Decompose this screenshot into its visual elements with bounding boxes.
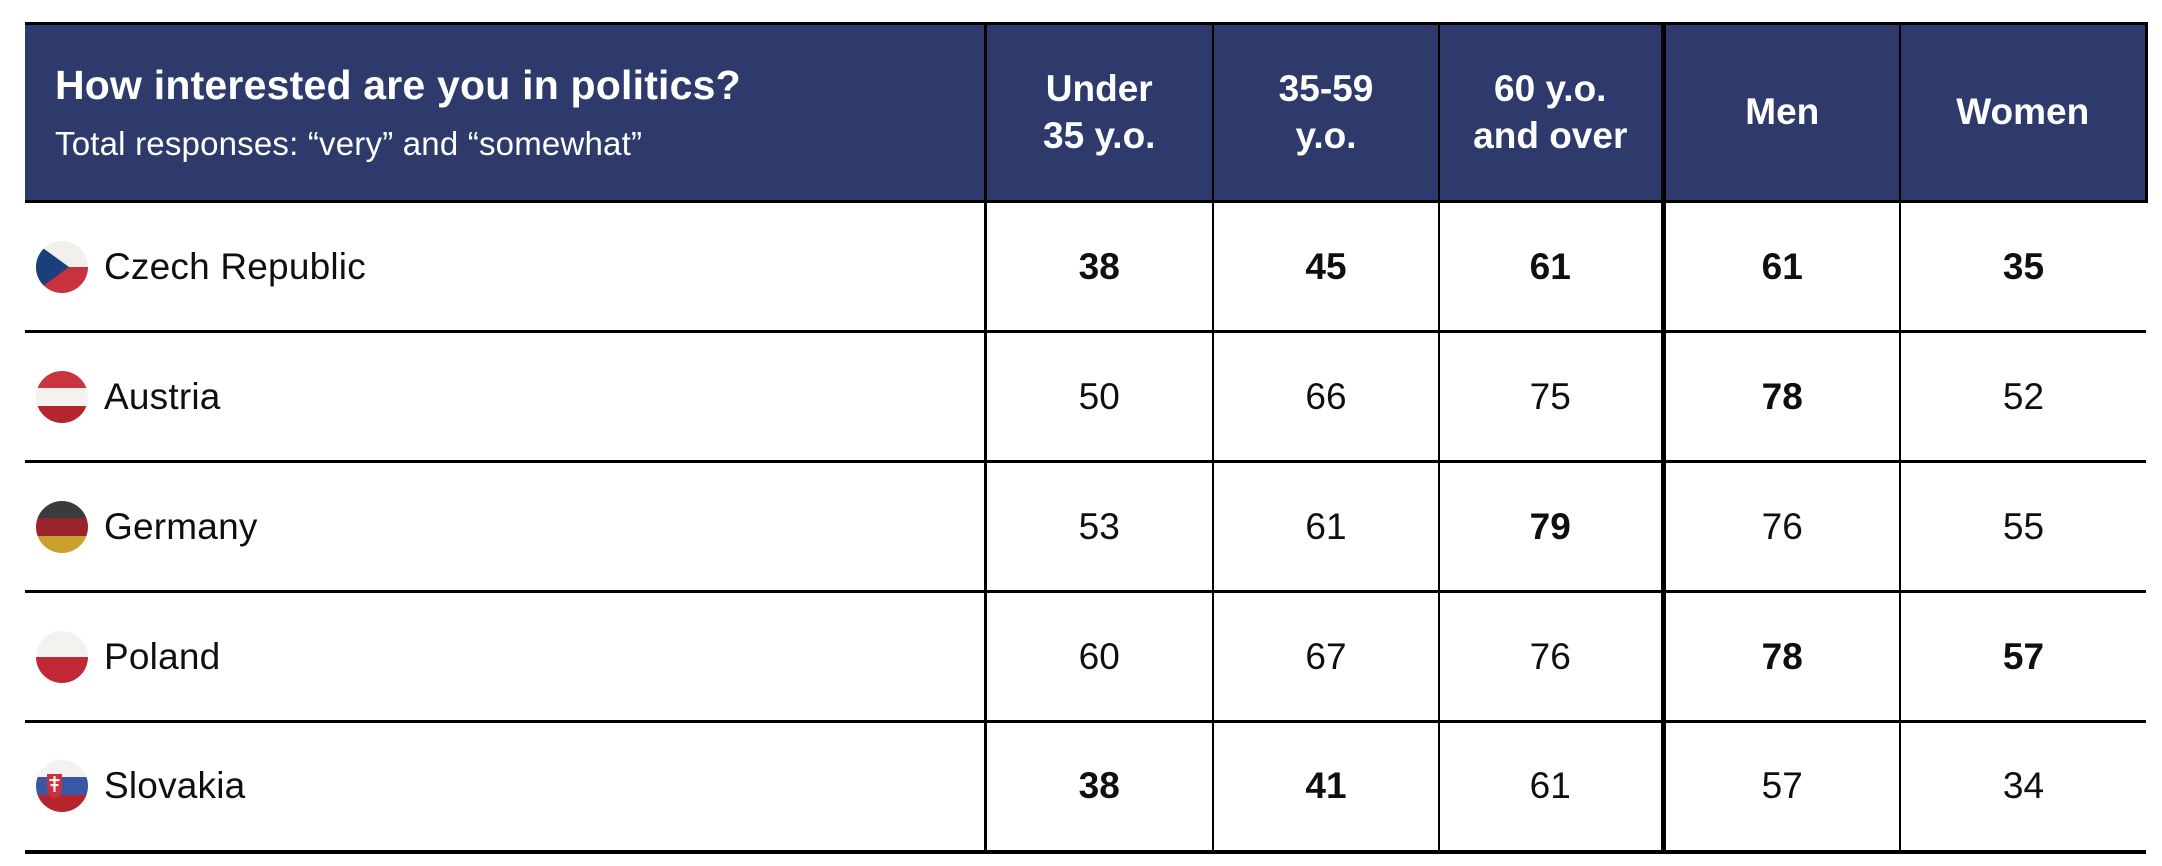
- column-header-60-over: 60 y.o. and over: [1438, 23, 1663, 203]
- value-cell: 75: [1438, 331, 1663, 463]
- value-cell: 78: [1660, 331, 1900, 463]
- value-cell: 52: [1899, 331, 2146, 463]
- austria-flag-icon: [36, 370, 88, 423]
- table-row-austria: Austria 50 66 75 78 52: [25, 331, 2146, 463]
- value-cell: 78: [1660, 591, 1900, 723]
- value-cell: 57: [1660, 721, 1900, 854]
- table-body: Czech Republic 38 45 61 61 35: [25, 201, 2146, 854]
- value-cell: 79: [1438, 461, 1663, 593]
- politics-interest-table: How interested are you in politics? Tota…: [25, 22, 2148, 854]
- value-cell: 50: [983, 331, 1213, 463]
- value-cell: 61: [1212, 461, 1439, 593]
- value-cell: 61: [1660, 201, 1900, 333]
- table-row-germany: Germany 53 61 79 76 55: [25, 461, 2146, 593]
- value-cell: 61: [1438, 721, 1663, 854]
- poland-flag-icon: [36, 630, 88, 683]
- country-label: Austria: [104, 375, 221, 417]
- country-cell: Austria: [25, 331, 985, 463]
- table-row-poland: Poland 60 67 76 78 57: [25, 591, 2146, 723]
- slovakia-flag-icon: [36, 760, 88, 813]
- value-cell: 57: [1899, 591, 2146, 723]
- country-label: Slovakia: [104, 765, 246, 807]
- value-cell: 38: [983, 721, 1213, 854]
- value-cell: 61: [1438, 201, 1663, 333]
- survey-results-table: How interested are you in politics? Tota…: [25, 22, 2148, 854]
- table-title: How interested are you in politics?: [55, 62, 741, 108]
- country-label: Poland: [104, 635, 221, 677]
- country-label: Czech Republic: [104, 245, 366, 287]
- column-header-men: Men: [1660, 23, 1900, 203]
- country-cell: Poland: [25, 591, 985, 723]
- table-subtitle: Total responses: “very” and “somewhat”: [55, 125, 643, 162]
- header-row: How interested are you in politics? Tota…: [25, 23, 2148, 203]
- country-cell: Czech Republic: [25, 201, 985, 333]
- value-cell: 34: [1899, 721, 2146, 854]
- country-cell: Germany: [25, 461, 985, 593]
- country-label: Germany: [104, 505, 258, 547]
- question-header-cell: How interested are you in politics? Tota…: [25, 23, 985, 203]
- value-cell: 67: [1212, 591, 1439, 723]
- column-header-35-59: 35-59 y.o.: [1212, 23, 1439, 203]
- column-header-women: Women: [1899, 23, 2148, 203]
- value-cell: 35: [1899, 201, 2146, 333]
- column-header-under-35: Under 35 y.o.: [983, 23, 1213, 203]
- germany-flag-icon: [36, 500, 88, 553]
- value-cell: 53: [983, 461, 1213, 593]
- value-cell: 66: [1212, 331, 1439, 463]
- czech-republic-flag-icon: [36, 240, 88, 293]
- table-row-slovakia: Slovakia 38 41 61 57 34: [25, 721, 2146, 854]
- value-cell: 41: [1212, 721, 1439, 854]
- table-row-czech-republic: Czech Republic 38 45 61 61 35: [25, 201, 2146, 333]
- value-cell: 60: [983, 591, 1213, 723]
- value-cell: 38: [983, 201, 1213, 333]
- value-cell: 45: [1212, 201, 1439, 333]
- country-cell: Slovakia: [25, 721, 985, 854]
- value-cell: 55: [1899, 461, 2146, 593]
- table-header: How interested are you in politics? Tota…: [25, 23, 2148, 203]
- value-cell: 76: [1660, 461, 1900, 593]
- value-cell: 76: [1438, 591, 1663, 723]
